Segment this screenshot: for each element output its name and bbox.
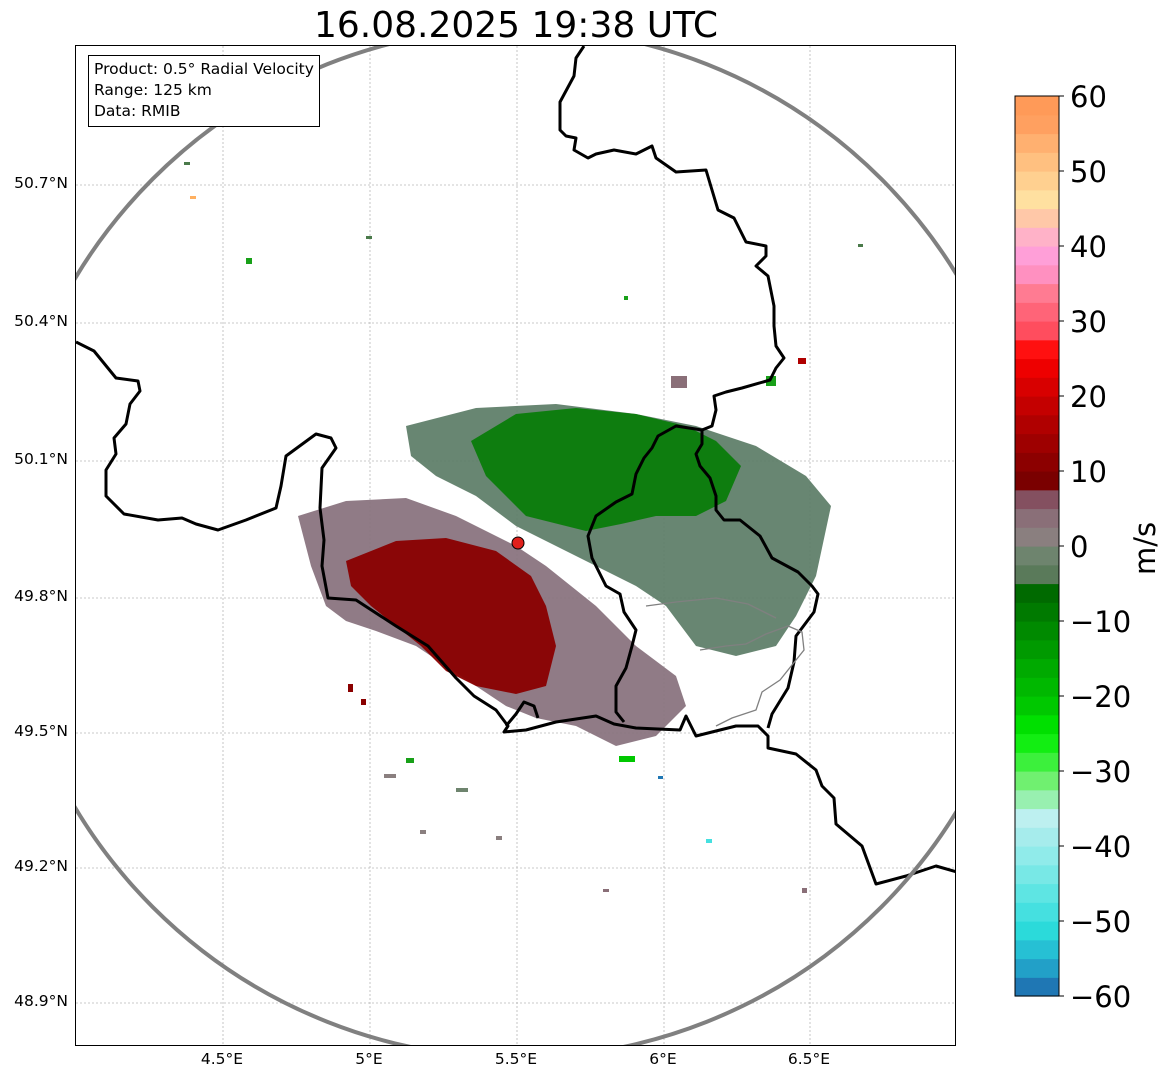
colorbar-segment <box>1015 883 1059 903</box>
radar-echoes <box>184 162 863 893</box>
colorbar-segment <box>1015 808 1059 828</box>
lat-label-50-4: 50.4°N <box>14 312 68 330</box>
colorbar-segment <box>1015 283 1059 303</box>
colorbar-segment <box>1015 846 1059 866</box>
colorbar-segment <box>1015 189 1059 210</box>
colorbar-unit-label: m/s <box>1128 521 1162 575</box>
colorbar-segment <box>1015 602 1059 622</box>
colorbar-segment <box>1015 246 1059 266</box>
colorbar-segment <box>1015 771 1059 791</box>
lat-label-50-7: 50.7°N <box>14 174 68 192</box>
colorbar-segment <box>1015 583 1059 603</box>
colorbar-segment <box>1015 789 1059 810</box>
colorbar-segment <box>1015 377 1059 397</box>
colorbar-label-10: 10 <box>1070 455 1107 489</box>
colorbar-label-m30: −30 <box>1070 755 1132 789</box>
colorbar-label-50: 50 <box>1070 155 1107 189</box>
radar-site-marker <box>511 536 525 550</box>
colorbar-segment <box>1015 714 1059 735</box>
colorbar-segment <box>1015 752 1059 772</box>
colorbar-label-20: 20 <box>1070 380 1107 414</box>
colorbar-segment <box>1015 302 1059 322</box>
colorbar-segment <box>1015 414 1059 435</box>
radar-map[interactable]: Product: 0.5° Radial Velocity Range: 125… <box>75 45 956 1046</box>
colorbar-segment <box>1015 508 1059 528</box>
colorbar-segment <box>1015 677 1059 697</box>
colorbar-segment <box>1015 339 1059 360</box>
province-borders <box>645 597 805 727</box>
colorbar-segment <box>1015 114 1059 135</box>
colorbar-segment <box>1015 96 1059 116</box>
colorbar-label-40: 40 <box>1070 230 1107 264</box>
colorbar-segment <box>1015 171 1059 191</box>
colorbar-segment <box>1015 696 1059 716</box>
colorbar-label-m50: −50 <box>1070 905 1132 939</box>
lon-label-6-5: 6.5°E <box>787 1050 831 1068</box>
colorbar-segment <box>1015 227 1059 247</box>
colorbar-segment <box>1015 471 1059 491</box>
lon-label-5: 5°E <box>355 1050 383 1068</box>
colorbar-label-60: 60 <box>1070 80 1107 114</box>
colorbar-segment <box>1015 639 1059 660</box>
colorbar-segment <box>1015 152 1059 172</box>
echo-approaching-strong <box>471 408 741 531</box>
lat-label-49-2: 49.2°N <box>14 857 68 875</box>
colorbar-label-30: 30 <box>1070 305 1107 339</box>
colorbar-segment <box>1015 452 1059 472</box>
colorbar-segment <box>1015 958 1059 978</box>
map-title: 16.08.2025 19:38 UTC <box>313 5 719 46</box>
lat-label-48-9: 48.9°N <box>14 992 68 1010</box>
colorbar-segment <box>1015 939 1059 960</box>
lat-label-50-1: 50.1°N <box>14 450 68 468</box>
range-label: Range: 125 km <box>94 81 212 99</box>
lat-label-49-8: 49.8°N <box>14 587 68 605</box>
colorbar-segment <box>1015 433 1059 453</box>
colorbar-segment <box>1015 133 1059 153</box>
colorbar-segment <box>1015 827 1059 847</box>
colorbar-segment <box>1015 264 1059 285</box>
colorbar-label-0: 0 <box>1070 530 1089 564</box>
lon-label-5-5: 5.5°E <box>494 1050 538 1068</box>
colorbar-segment <box>1015 921 1059 941</box>
data-source-label: Data: RMIB <box>94 102 181 120</box>
product-info-box: Product: 0.5° Radial Velocity Range: 125… <box>88 55 320 127</box>
product-label: Product: 0.5° Radial Velocity <box>94 60 314 78</box>
colorbar-label-m60: −60 <box>1070 980 1132 1014</box>
velocity-colorbar <box>1014 95 1064 997</box>
colorbar-segment <box>1015 208 1059 228</box>
colorbar-segment <box>1015 864 1059 885</box>
lon-label-6: 6°E <box>649 1050 677 1068</box>
colorbar-segment <box>1015 527 1059 547</box>
colorbar-segment <box>1015 621 1059 641</box>
echo-receding-strong <box>346 538 556 694</box>
colorbar-segment <box>1015 977 1059 997</box>
colorbar-segment <box>1015 546 1059 566</box>
colorbar-segment <box>1015 321 1059 341</box>
lon-label-4-5: 4.5°E <box>200 1050 244 1068</box>
colorbar-segment <box>1015 489 1059 510</box>
colorbar-segment <box>1015 733 1059 753</box>
colorbar-segment <box>1015 358 1059 378</box>
country-borders <box>76 46 955 886</box>
colorbar-segment <box>1015 658 1059 678</box>
radar-map-canvas <box>76 46 955 1045</box>
colorbar-label-m40: −40 <box>1070 830 1132 864</box>
lat-label-49-5: 49.5°N <box>14 722 68 740</box>
colorbar-segment <box>1015 564 1059 585</box>
colorbar-label-m20: −20 <box>1070 680 1132 714</box>
colorbar-segment <box>1015 902 1059 922</box>
colorbar-segment <box>1015 396 1059 416</box>
colorbar-label-m10: −10 <box>1070 605 1132 639</box>
